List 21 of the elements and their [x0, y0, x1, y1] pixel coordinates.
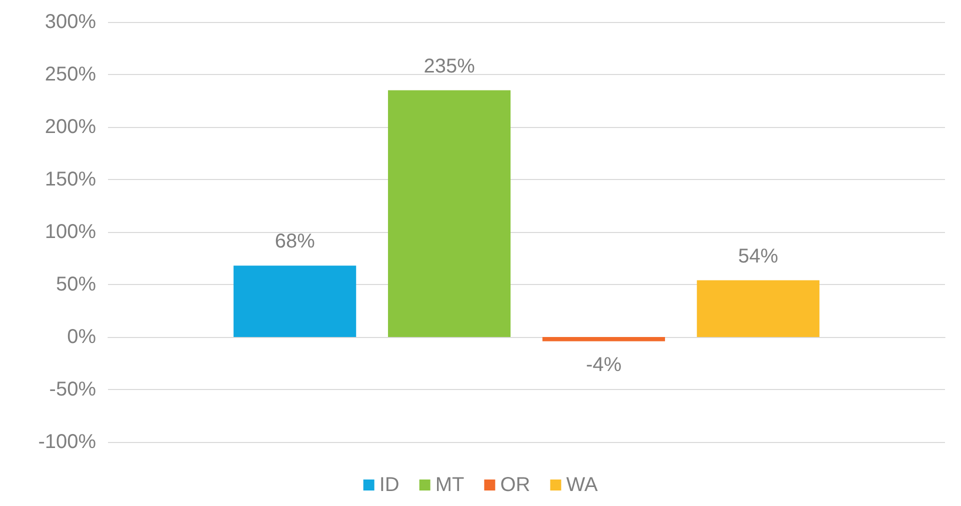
bar	[388, 90, 511, 337]
legend-label: OR	[500, 474, 530, 496]
y-tick-label: 300%	[44, 11, 96, 33]
data-label: -4%	[586, 354, 622, 376]
data-label: 68%	[274, 230, 316, 253]
data-label: 235%	[424, 55, 476, 78]
legend-label: ID	[379, 474, 400, 496]
bar	[542, 337, 666, 342]
y-tick-label: -50%	[49, 378, 96, 400]
legend-label: MT	[435, 474, 464, 496]
y-tick-label: 250%	[44, 64, 96, 86]
legend-label: WA	[566, 474, 598, 496]
data-label: 54%	[738, 245, 778, 268]
y-tick-label: 100%	[44, 221, 96, 243]
bar	[696, 280, 820, 337]
bar	[234, 266, 356, 337]
y-tick-label: 150%	[44, 168, 96, 190]
y-tick-label: -100%	[38, 431, 96, 453]
y-tick-label: 50%	[56, 274, 96, 296]
y-tick-label: 0%	[67, 326, 96, 348]
y-tick-label: 200%	[44, 116, 96, 138]
